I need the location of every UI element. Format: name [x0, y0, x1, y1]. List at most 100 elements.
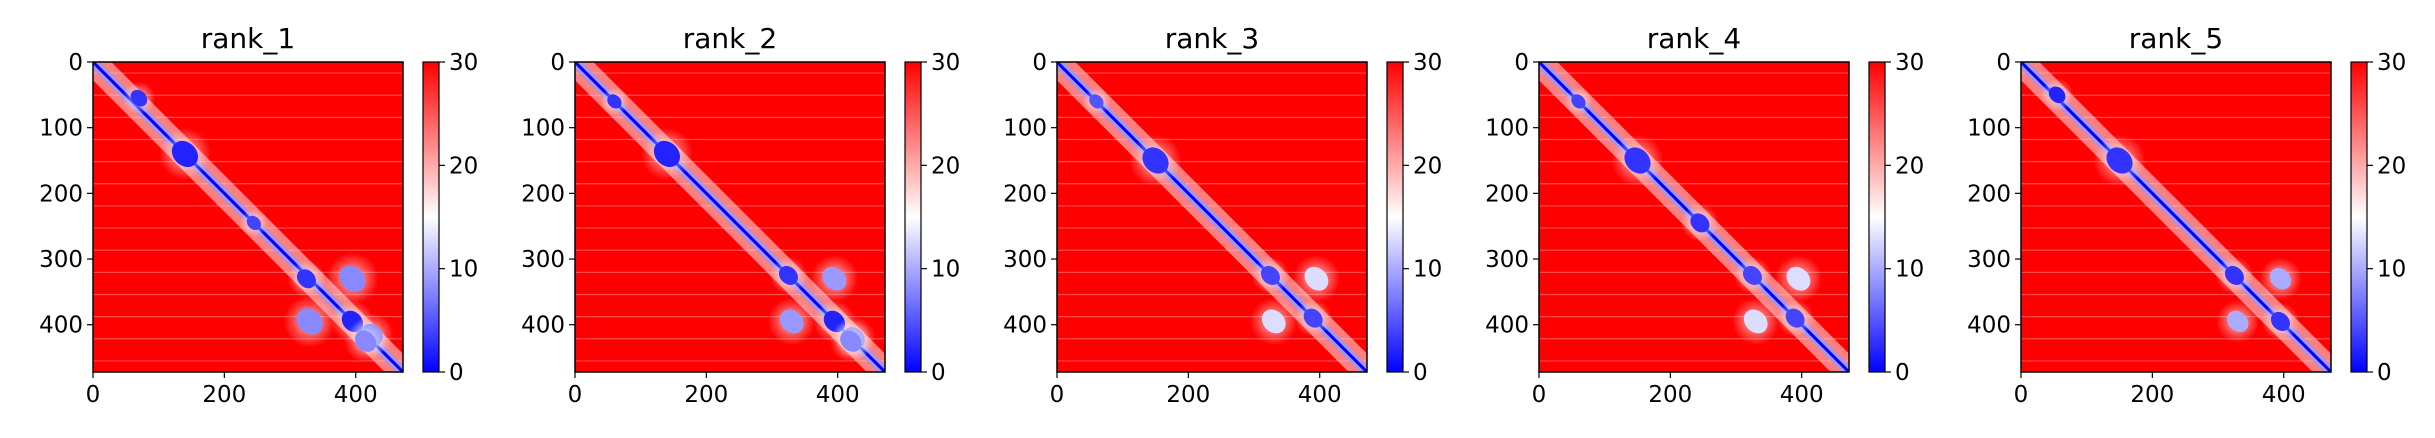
colorbar-tick-label: 0 — [1895, 360, 1910, 386]
colorbar-tick-label: 0 — [2377, 360, 2392, 386]
panel-rank_2: rank_2 0 200 400 0 100 200 300 400 0 10 20 30 — [521, 22, 960, 408]
y-tick-label: 400 — [521, 313, 565, 339]
colorbar-tick-label: 0 — [1413, 360, 1428, 386]
y-tick-label: 200 — [521, 181, 565, 207]
y-tick-label: 0 — [68, 50, 83, 76]
colorbar — [1386, 61, 1404, 373]
heatmap-feature — [607, 94, 622, 109]
heatmap-feature — [171, 140, 199, 168]
y-tick-label: 300 — [39, 247, 83, 273]
x-tick-label: 200 — [1648, 382, 1692, 408]
panel-title: rank_2 — [683, 22, 777, 55]
x-tick-label: 0 — [86, 382, 101, 408]
colorbar-tick-label: 10 — [931, 257, 960, 283]
colorbar-tick-label: 30 — [931, 50, 960, 76]
colorbar-tick-label: 20 — [1413, 153, 1442, 179]
heatmap-feature — [840, 330, 862, 352]
colorbar — [1868, 61, 1886, 373]
y-tick-label: 100 — [521, 116, 565, 142]
y-tick-label: 0 — [1514, 50, 1529, 76]
colorbar-tick-label: 20 — [449, 153, 478, 179]
panel-title: rank_4 — [1647, 22, 1741, 55]
colorbar-tick-label: 20 — [931, 153, 960, 179]
heatmap-feature — [653, 140, 681, 168]
heatmap-feature — [1786, 266, 1811, 291]
x-tick-label: 400 — [1298, 382, 1342, 408]
colorbar-tick-label: 10 — [1413, 257, 1442, 283]
colorbar-tick-label: 10 — [1895, 257, 1924, 283]
y-tick-label: 100 — [1967, 116, 2011, 142]
colorbar — [2350, 61, 2368, 373]
colorbar-tick-label: 30 — [1895, 50, 1924, 76]
axes-frame — [574, 61, 886, 373]
heatmap-feature — [779, 309, 804, 334]
panel-rank_4: rank_4 0 200 400 0 100 200 300 400 0 10 20 30 — [1485, 22, 1924, 408]
panel-rank_5: rank_5 0 200 400 0 100 200 300 400 0 10 20 30 — [1967, 22, 2406, 408]
colorbar-tick-label: 20 — [2377, 153, 2406, 179]
y-tick-label: 200 — [1003, 181, 1047, 207]
y-tick-label: 100 — [39, 116, 83, 142]
heatmap-feature — [1743, 309, 1768, 334]
x-tick-label: 200 — [2130, 382, 2174, 408]
y-tick-label: 0 — [550, 50, 565, 76]
heatmap-feature — [246, 215, 262, 231]
x-tick-label: 0 — [2014, 382, 2029, 408]
panel-title: rank_3 — [1165, 22, 1259, 55]
colorbar-tick-label: 10 — [2377, 257, 2406, 283]
y-tick-label: 200 — [39, 181, 83, 207]
panel-title: rank_5 — [2129, 22, 2223, 55]
heatmap-feature — [1303, 308, 1323, 328]
colorbar-tick-label: 30 — [1413, 50, 1442, 76]
y-tick-label: 400 — [1485, 313, 1529, 339]
y-tick-label: 300 — [521, 247, 565, 273]
heatmap-feature — [296, 269, 316, 289]
x-tick-label: 400 — [816, 382, 860, 408]
x-tick-label: 200 — [684, 382, 728, 408]
x-tick-label: 400 — [334, 382, 378, 408]
x-tick-label: 400 — [1780, 382, 1824, 408]
x-tick-label: 0 — [1532, 382, 1547, 408]
colorbar-tick-label: 0 — [449, 360, 464, 386]
heatmap-feature — [1690, 213, 1710, 233]
heatmap-feature — [1089, 94, 1104, 109]
axes-frame — [1538, 61, 1850, 373]
y-tick-label: 400 — [1003, 313, 1047, 339]
heatmap-feature — [130, 89, 148, 107]
y-tick-label: 0 — [1996, 50, 2011, 76]
x-tick-label: 200 — [1166, 382, 1210, 408]
panel-rank_1: rank_1 0 200 400 0 100 200 300 400 0 10 20 30 — [39, 22, 478, 408]
y-tick-label: 400 — [39, 313, 83, 339]
heatmap-feature — [354, 330, 377, 352]
heatmap-feature — [1142, 147, 1169, 174]
y-tick-label: 200 — [1485, 181, 1529, 207]
colorbar-tick-label: 0 — [931, 360, 946, 386]
heatmap-feature — [2270, 311, 2290, 331]
axes-frame — [92, 61, 404, 373]
y-tick-label: 0 — [1032, 50, 1047, 76]
heatmap-feature — [2224, 265, 2244, 285]
panel-title: rank_1 — [201, 22, 295, 55]
x-tick-label: 400 — [2262, 382, 2306, 408]
heatmap-feature — [1304, 266, 1329, 291]
y-tick-label: 300 — [1003, 247, 1047, 273]
x-tick-label: 0 — [568, 382, 583, 408]
y-tick-label: 200 — [1967, 181, 2011, 207]
heatmap-feature — [339, 265, 366, 292]
panel-rank_3: rank_3 0 200 400 0 100 200 300 400 0 10 20 30 — [1003, 22, 1442, 408]
heatmap-feature — [2106, 147, 2133, 174]
axes-frame — [1056, 61, 1368, 373]
y-tick-label: 100 — [1003, 116, 1047, 142]
x-tick-label: 0 — [1050, 382, 1065, 408]
heatmap-feature — [1742, 265, 1762, 285]
colorbar-tick-label: 10 — [449, 257, 478, 283]
heatmap-feature — [778, 265, 798, 285]
y-tick-label: 400 — [1967, 313, 2011, 339]
y-tick-label: 100 — [1485, 116, 1529, 142]
y-tick-label: 300 — [1967, 247, 2011, 273]
x-tick-label: 200 — [202, 382, 246, 408]
colorbar-tick-label: 30 — [449, 50, 478, 76]
heatmap-feature — [1260, 265, 1280, 285]
axes-frame — [2020, 61, 2332, 373]
heatmap-feature — [296, 308, 323, 335]
